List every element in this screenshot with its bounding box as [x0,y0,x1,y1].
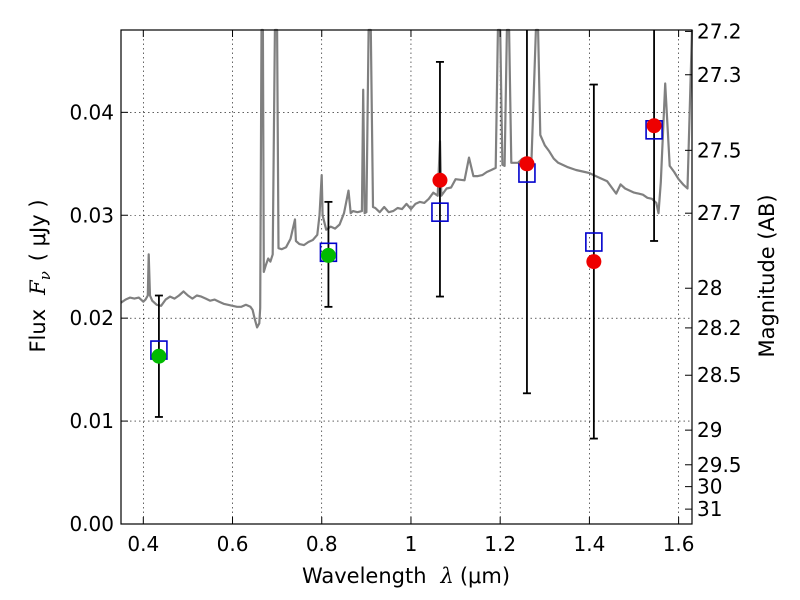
y-tick-label: 0.00 [69,512,114,536]
x-tick-label: 1.4 [573,532,605,556]
x-tick-label: 0.8 [306,532,338,556]
observed-flux-marker [586,254,602,270]
mag-tick-label: 28.2 [697,316,742,340]
x-axis-label: Wavelength λ (μm) [302,564,510,588]
mag-tick-label: 28.5 [697,363,742,387]
y-axis-label: FluxFν( μJy ) [26,199,54,352]
error-bars [154,30,659,440]
y-tick-label: 0.01 [69,409,114,433]
mag-tick-label: 31 [697,497,722,521]
mag-tick-label: 27.2 [697,19,742,43]
x-tick-label: 1 [405,532,418,556]
observed-flux-marker [519,156,535,172]
x-tick-label: 0.4 [127,532,159,556]
observed-flux-marker [320,247,336,263]
spectrum-series [120,28,694,329]
axis-ticks: 0.4 0.6 0.8 1 1.2 1.4 1.6 0.00 0.01 0.02 0.03 0.04 2… [69,19,741,556]
grid [121,30,692,525]
observed-flux-marker [646,118,662,134]
mag-tick-label: 28 [697,276,722,300]
observed-flux-marker [432,172,448,188]
y-tick-label: 0.03 [69,203,114,227]
photometry-markers [150,118,663,364]
x-tick-label: 1.6 [663,532,695,556]
y-tick-label: 0.02 [69,306,114,330]
plot-frame [120,29,693,525]
mag-tick-label: 27.7 [697,201,742,225]
x-tick-label: 1.2 [484,532,516,556]
x-tick-label: 0.6 [217,532,249,556]
mag-tick-label: 29 [697,418,722,442]
spectrum-line [120,28,694,329]
mag-tick-label: 29.5 [697,453,742,477]
model-square-marker [431,202,449,222]
mag-tick-label: 30 [697,475,722,499]
model-square-marker [585,232,603,252]
mag-tick-label: 27.5 [697,138,742,162]
right-y-axis-label: Magnitude (AB) [755,194,779,357]
y-tick-label: 0.04 [69,100,114,124]
observed-flux-marker [151,348,167,364]
mag-tick-label: 27.3 [697,63,742,87]
